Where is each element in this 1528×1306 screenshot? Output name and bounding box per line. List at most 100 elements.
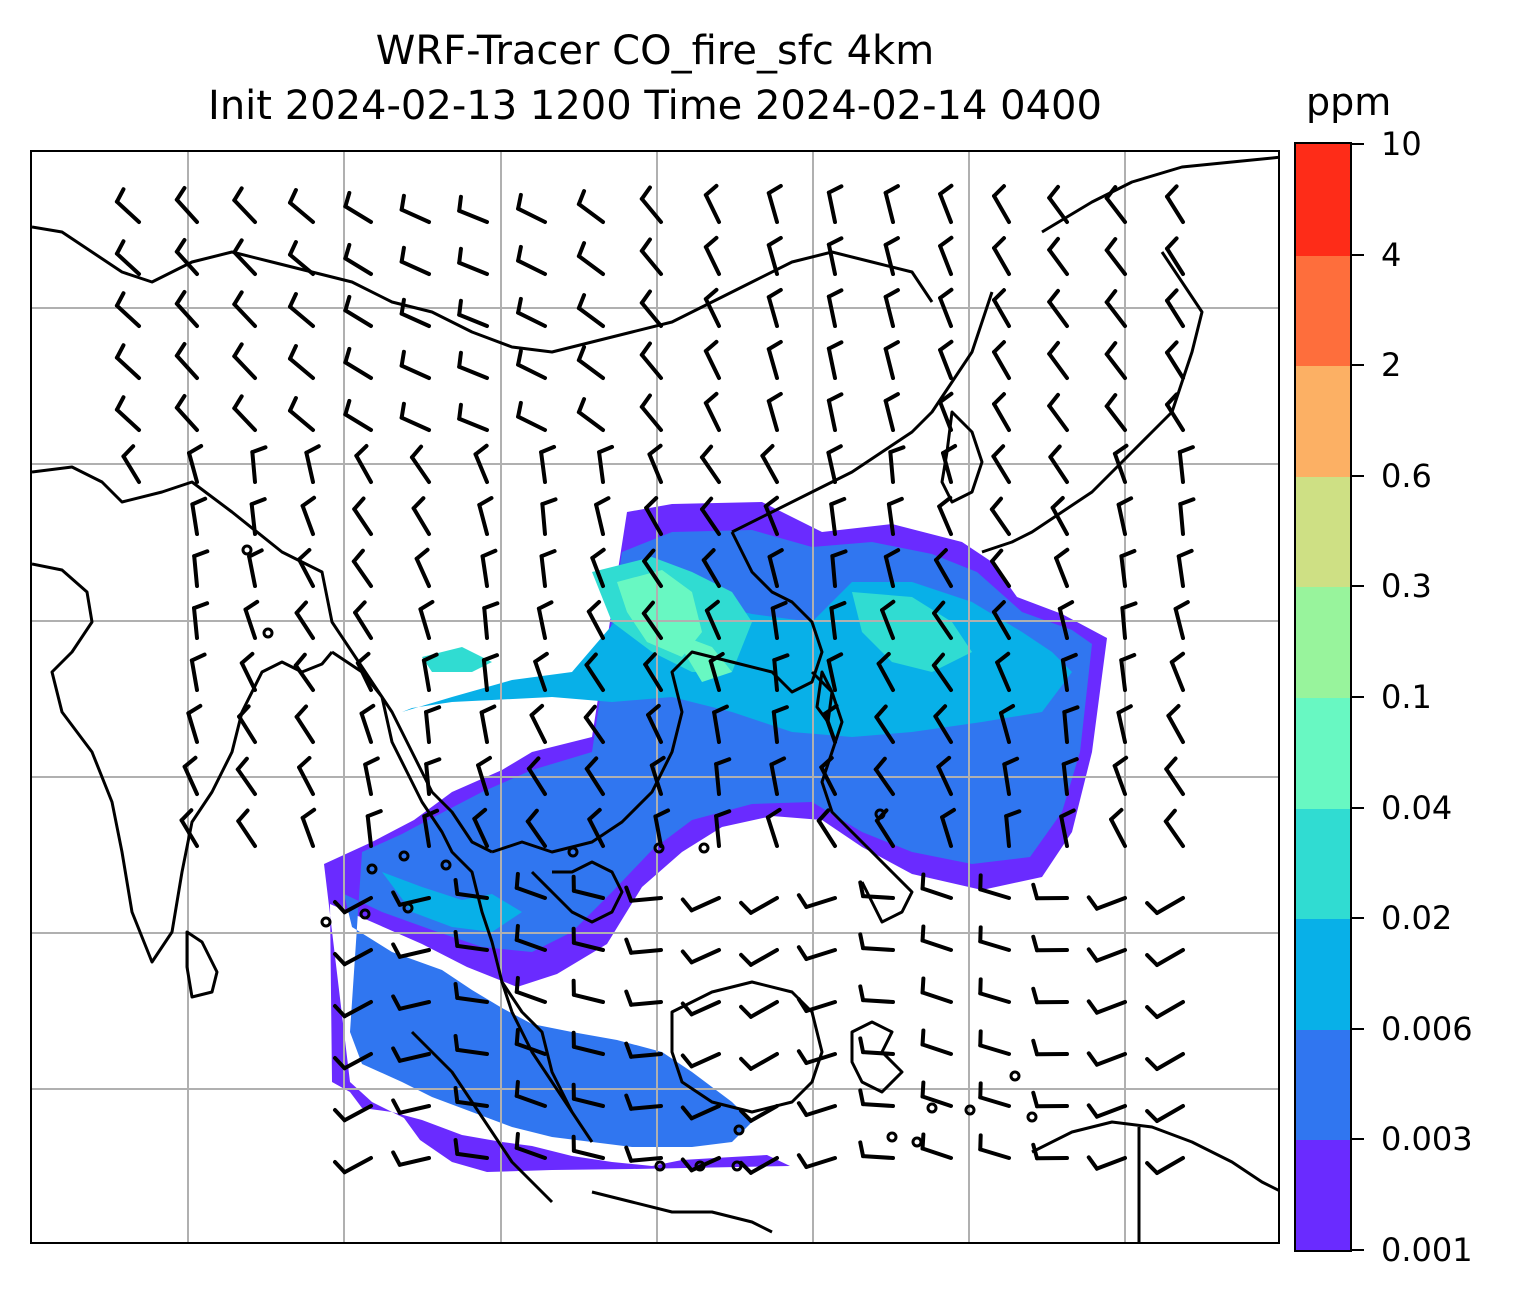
wind-barb-feather (703, 391, 719, 406)
wind-barb (186, 711, 199, 744)
wind-barb (1120, 606, 1127, 640)
wind-barb-feather (536, 600, 554, 611)
wind-barb-feather (1116, 496, 1134, 507)
wind-barb-feather (479, 704, 497, 715)
wind-barb (999, 711, 1011, 744)
wind-barb (992, 297, 1011, 328)
wind-barb-feather (533, 651, 549, 664)
wind-barb (114, 199, 141, 224)
wind-barb-feather (516, 348, 523, 367)
wind-barb-feather (1176, 548, 1194, 559)
wind-barb-feather (576, 397, 587, 415)
wind-barb (1047, 247, 1069, 276)
wind-barb (343, 412, 373, 432)
wind-barb (237, 714, 257, 744)
calm-wind-circle (694, 1160, 706, 1172)
wind-barb (647, 452, 663, 484)
wind-barb-feather (858, 1140, 866, 1159)
wind-barb-feather (1086, 1051, 1099, 1067)
wind-barb (920, 1094, 953, 1108)
wind-barb-feather (680, 1001, 694, 1017)
wind-barb-feather (999, 703, 1016, 716)
wind-barb-feather (391, 1046, 402, 1063)
wind-barb (397, 948, 431, 959)
wind-barb (804, 1156, 837, 1169)
wind-barb-feather (829, 496, 847, 507)
wind-barb (748, 1000, 779, 1019)
wind-barb (992, 245, 1011, 276)
wind-barb-feather (232, 238, 244, 255)
colorbar-tick-label: 0.1 (1381, 678, 1432, 716)
wind-barb (294, 610, 315, 640)
wind-barb-feather (796, 997, 809, 1013)
wind-barb-feather (1145, 901, 1160, 915)
calm-wind-circle (402, 902, 414, 914)
wind-barb-feather (1145, 1109, 1160, 1123)
wind-barb (514, 1145, 547, 1160)
wind-barb (639, 404, 663, 432)
wind-barb-feather (858, 932, 866, 951)
wind-barb-feather (243, 599, 260, 612)
wind-barb-feather (186, 703, 203, 716)
wind-barb-feather (1163, 808, 1177, 824)
wind-barb-feather (938, 235, 954, 249)
wind-barb-feather (288, 188, 298, 205)
wind-barb-feather (472, 807, 488, 821)
wind-barb (708, 659, 721, 692)
wind-barb-feather (760, 444, 775, 458)
coastline-philippines (810, 670, 914, 924)
wind-barb (352, 507, 373, 536)
wind-barb-feather (583, 704, 597, 720)
wind-barb-feather (236, 808, 250, 824)
wind-barb-feather (1165, 392, 1179, 407)
wind-barb (514, 1041, 547, 1056)
wind-barb (411, 506, 431, 536)
wind-barb (938, 192, 953, 224)
wind-barb-feather (288, 396, 298, 413)
wind-barb-feather (355, 651, 371, 666)
wind-barb (174, 301, 199, 328)
colorbar-segment (1296, 144, 1350, 256)
wind-barb (1094, 1156, 1127, 1171)
wind-barb (714, 762, 721, 796)
wind-barb-feather (938, 287, 954, 301)
wind-barb (232, 406, 257, 432)
colorbar-segment (1296, 365, 1350, 477)
wind-barb (1155, 896, 1185, 915)
wind-barb (294, 714, 315, 744)
wind-barb (932, 611, 953, 640)
wind-barb-feather (1050, 496, 1065, 510)
colorbar-tick-label: 0.02 (1381, 899, 1453, 938)
wind-barb (703, 349, 721, 380)
wind-barb-feather (1120, 601, 1138, 611)
wind-barb (883, 398, 895, 432)
wind-barb-feather (739, 1160, 753, 1175)
wind-barb-feather (766, 339, 783, 352)
wind-barb (1165, 350, 1185, 380)
wind-barb (629, 1156, 663, 1163)
wind-barb (1060, 658, 1069, 692)
wind-barb (480, 554, 489, 588)
wind-barb (920, 886, 953, 900)
wind-barb (933, 714, 953, 744)
wind-barb-feather (880, 599, 896, 613)
wind-barb-feather (421, 652, 439, 663)
wind-barb (414, 556, 431, 588)
colorbar-tick-label: 0.6 (1381, 456, 1432, 495)
wind-barb (343, 308, 373, 328)
wind-barb (583, 715, 605, 744)
wind-barb-feather (1031, 1142, 1040, 1161)
wind-barb-feather (576, 293, 587, 311)
colorbar-tick (1352, 364, 1364, 367)
wind-barb (594, 502, 605, 536)
wind-barb-feather (525, 808, 539, 824)
wind-barb (250, 450, 257, 484)
wind-barb-feather (680, 1053, 694, 1069)
wind-barb-feather (883, 548, 901, 559)
wind-barb-feather (192, 601, 210, 611)
colorbar-tick (1352, 1138, 1364, 1141)
wind-barb-feather (174, 237, 187, 254)
wind-barb-feather (482, 601, 500, 611)
wind-barb-feather (391, 942, 402, 959)
calm-wind-circle (926, 1102, 938, 1114)
